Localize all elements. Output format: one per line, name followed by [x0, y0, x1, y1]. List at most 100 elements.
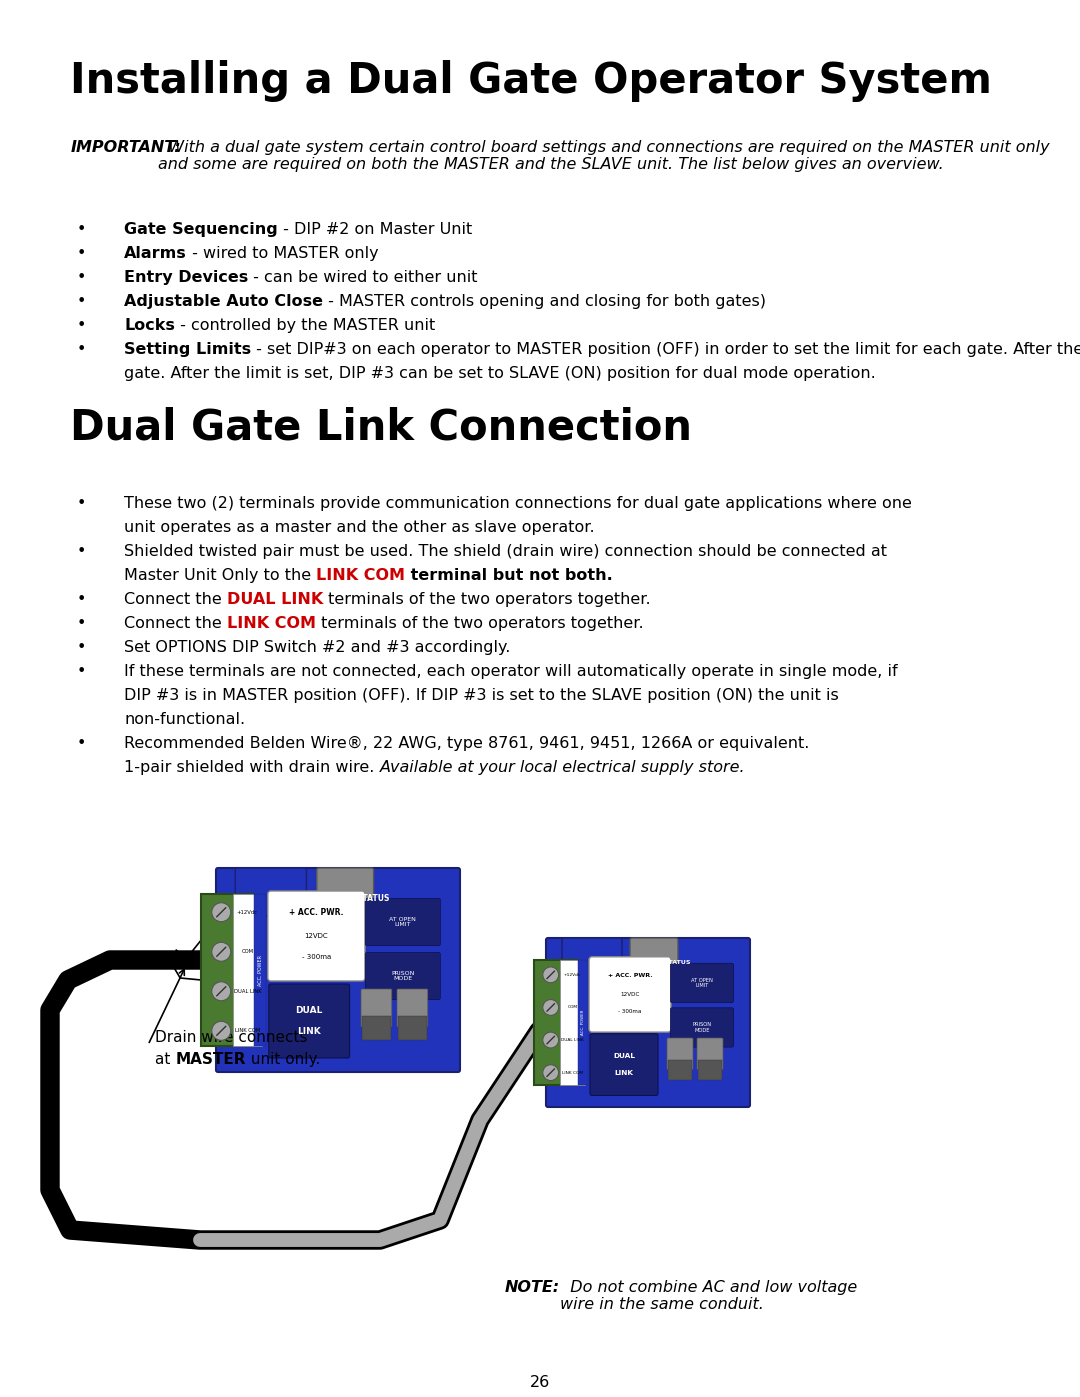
Circle shape: [212, 902, 231, 922]
Circle shape: [543, 967, 558, 982]
Circle shape: [543, 999, 558, 1016]
Text: terminals of the two operators together.: terminals of the two operators together.: [323, 592, 651, 608]
Text: •: •: [77, 270, 85, 285]
Text: 12VDC: 12VDC: [620, 992, 639, 997]
Text: AT OPEN
LIMIT: AT OPEN LIMIT: [691, 978, 713, 988]
Text: DUAL: DUAL: [296, 1006, 323, 1016]
Text: - wired to MASTER only: - wired to MASTER only: [187, 246, 379, 261]
Text: Master Unit Only to the: Master Unit Only to the: [124, 569, 316, 583]
FancyBboxPatch shape: [254, 894, 266, 1046]
Text: •: •: [77, 616, 85, 631]
Text: DUAL: DUAL: [613, 1053, 635, 1059]
Text: - set DIP#3 on each operator to MASTER position (OFF) in order to set the limit : - set DIP#3 on each operator to MASTER p…: [252, 342, 1080, 358]
Text: ACC. POWER: ACC. POWER: [257, 954, 262, 985]
Text: AT OPEN
LIMIT: AT OPEN LIMIT: [390, 916, 416, 928]
Text: STATUS: STATUS: [357, 894, 390, 902]
Text: •: •: [77, 543, 85, 559]
FancyBboxPatch shape: [201, 894, 254, 1046]
FancyBboxPatch shape: [671, 964, 733, 1003]
Text: With a dual gate system certain control board settings and connections are requi: With a dual gate system certain control …: [158, 140, 1050, 172]
FancyBboxPatch shape: [534, 960, 578, 1085]
Text: •: •: [77, 222, 85, 237]
FancyBboxPatch shape: [578, 960, 588, 1085]
Text: - can be wired to either unit: - can be wired to either unit: [248, 270, 478, 285]
Text: LINK COM: LINK COM: [234, 1028, 260, 1034]
Text: •: •: [77, 342, 85, 358]
Text: Entry Devices: Entry Devices: [124, 270, 248, 285]
Text: •: •: [77, 664, 85, 679]
FancyBboxPatch shape: [698, 1060, 723, 1080]
Text: COM: COM: [567, 1006, 578, 1010]
Text: Shielded twisted pair must be used. The shield (drain wire) connection should be: Shielded twisted pair must be used. The …: [124, 543, 887, 559]
Text: at: at: [156, 1052, 175, 1067]
Text: Gate Sequencing: Gate Sequencing: [124, 222, 278, 237]
Text: Recommended Belden Wire®, 22 AWG, type 8761, 9461, 9451, 1266A or equivalent.: Recommended Belden Wire®, 22 AWG, type 8…: [124, 736, 810, 752]
Text: LINK COM: LINK COM: [316, 569, 405, 583]
Text: Drain wire connects: Drain wire connects: [156, 1030, 308, 1045]
Text: - controlled by the MASTER unit: - controlled by the MASTER unit: [175, 319, 435, 332]
FancyBboxPatch shape: [397, 989, 428, 1027]
Text: Connect the: Connect the: [124, 616, 227, 631]
Text: DUAL LINK: DUAL LINK: [233, 989, 261, 993]
Circle shape: [212, 982, 231, 1000]
FancyBboxPatch shape: [697, 1038, 723, 1070]
Text: NOTE:: NOTE:: [505, 1280, 561, 1295]
Text: DUAL LINK: DUAL LINK: [227, 592, 323, 608]
Text: •: •: [77, 246, 85, 261]
FancyBboxPatch shape: [216, 868, 460, 1071]
Text: + ACC. PWR.: + ACC. PWR.: [289, 908, 343, 916]
Text: •: •: [77, 496, 85, 511]
Text: 1-pair shielded with drain wire.: 1-pair shielded with drain wire.: [124, 760, 380, 775]
Text: 26: 26: [530, 1375, 550, 1390]
Text: LINK: LINK: [297, 1027, 321, 1037]
FancyBboxPatch shape: [269, 983, 350, 1058]
Circle shape: [543, 1032, 558, 1048]
Text: These two (2) terminals provide communication connections for dual gate applicat: These two (2) terminals provide communic…: [124, 496, 913, 511]
Text: LINK: LINK: [615, 1070, 634, 1076]
FancyBboxPatch shape: [590, 1034, 658, 1095]
Text: Adjustable Auto Close: Adjustable Auto Close: [124, 293, 323, 309]
FancyBboxPatch shape: [268, 891, 365, 981]
Text: PRISON
MODE: PRISON MODE: [391, 971, 415, 982]
Text: LINK COM: LINK COM: [562, 1070, 583, 1074]
FancyBboxPatch shape: [546, 937, 750, 1106]
Text: LINK COM: LINK COM: [227, 616, 316, 631]
Text: STATUS: STATUS: [665, 960, 691, 965]
Text: Locks: Locks: [124, 319, 175, 332]
Text: Alarms: Alarms: [124, 246, 187, 261]
FancyBboxPatch shape: [669, 1060, 692, 1080]
FancyBboxPatch shape: [561, 960, 584, 1085]
FancyBboxPatch shape: [316, 868, 374, 908]
Text: terminal but not both.: terminal but not both.: [405, 569, 613, 583]
Text: Setting Limits: Setting Limits: [124, 342, 252, 358]
FancyBboxPatch shape: [589, 957, 671, 1032]
Text: COM: COM: [241, 949, 254, 954]
Text: +12Vdc: +12Vdc: [237, 909, 258, 915]
Text: unit only.: unit only.: [246, 1052, 320, 1067]
Text: If these terminals are not connected, each operator will automatically operate i: If these terminals are not connected, ea…: [124, 664, 897, 679]
Text: - 300ma: - 300ma: [301, 954, 332, 960]
FancyBboxPatch shape: [235, 868, 307, 916]
FancyBboxPatch shape: [361, 989, 392, 1027]
FancyBboxPatch shape: [365, 898, 441, 946]
Text: 12VDC: 12VDC: [305, 933, 328, 939]
Text: MASTER: MASTER: [175, 1052, 246, 1067]
FancyBboxPatch shape: [667, 1038, 693, 1070]
Text: •: •: [77, 592, 85, 608]
Text: Available at your local electrical supply store.: Available at your local electrical suppl…: [380, 760, 745, 775]
Text: •: •: [77, 293, 85, 309]
Text: IMPORTANT:: IMPORTANT:: [70, 140, 180, 155]
Text: DIP #3 is in MASTER position (OFF). If DIP #3 is set to the SLAVE position (ON) : DIP #3 is in MASTER position (OFF). If D…: [124, 687, 839, 703]
Text: PRISON
MODE: PRISON MODE: [692, 1023, 712, 1032]
Text: DUAL LINK: DUAL LINK: [562, 1038, 584, 1042]
Text: Connect the: Connect the: [124, 592, 227, 608]
FancyBboxPatch shape: [630, 937, 678, 972]
Text: Do not combine AC and low voltage
wire in the same conduit.: Do not combine AC and low voltage wire i…: [561, 1280, 858, 1312]
Text: ACC. POWER: ACC. POWER: [581, 1010, 585, 1035]
FancyBboxPatch shape: [362, 1016, 391, 1039]
Text: •: •: [77, 736, 85, 752]
FancyBboxPatch shape: [365, 953, 441, 999]
FancyBboxPatch shape: [233, 894, 262, 1046]
Text: Dual Gate Link Connection: Dual Gate Link Connection: [70, 407, 692, 448]
Text: Installing a Dual Gate Operator System: Installing a Dual Gate Operator System: [70, 60, 993, 102]
